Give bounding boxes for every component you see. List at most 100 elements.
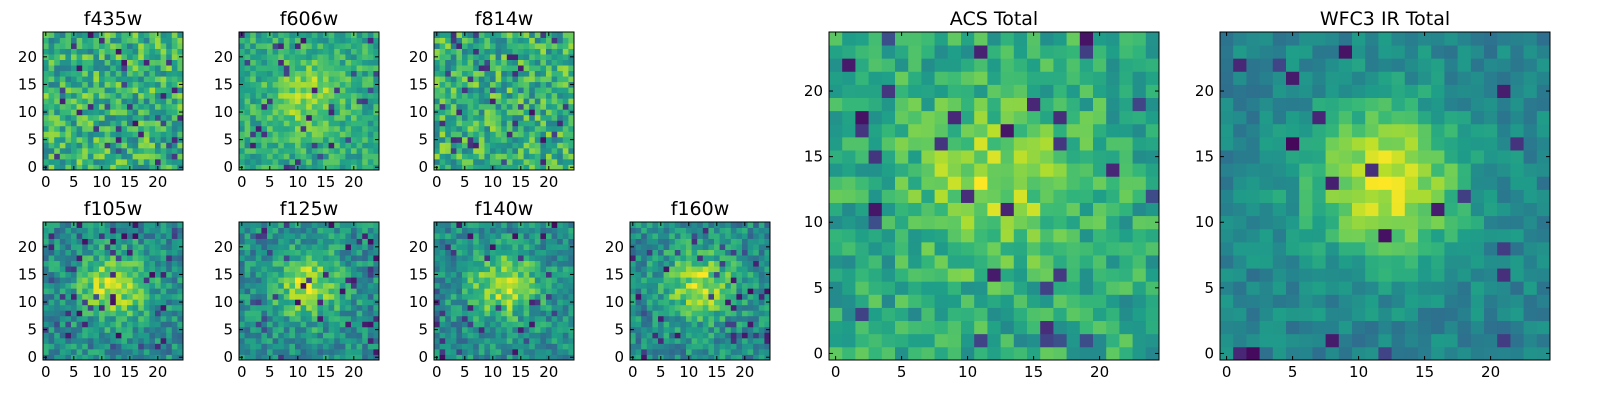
heatmap-cell: [149, 255, 156, 262]
heatmap-cell: [93, 288, 100, 295]
heatmap-cell: [462, 142, 468, 149]
heatmap-cell: [166, 125, 173, 132]
heatmap-cell: [663, 304, 670, 311]
heatmap-cell: [680, 249, 687, 256]
heatmap-cell: [244, 343, 251, 350]
heatmap-cell: [568, 48, 575, 55]
heatmap-cell: [450, 81, 457, 88]
heatmap-cell: [104, 32, 111, 38]
heatmap-cell: [512, 164, 519, 171]
heatmap-cell: [93, 332, 100, 339]
heatmap-cell: [272, 158, 279, 165]
heatmap-cell: [323, 304, 329, 311]
heatmap-cell: [747, 233, 754, 239]
heatmap-cell: [730, 255, 737, 262]
heatmap-cell: [65, 332, 72, 339]
heatmap-cell: [512, 70, 519, 77]
heatmap-cell: [48, 103, 55, 110]
heatmap-cell: [76, 125, 83, 132]
heatmap-cell: [484, 32, 491, 38]
heatmap-cell: [551, 326, 558, 333]
heatmap-cell: [289, 222, 296, 228]
heatmap-cell: [278, 164, 285, 171]
heatmap-cell: [43, 288, 49, 295]
heatmap-cell: [568, 233, 575, 239]
heatmap-cell: [71, 54, 77, 60]
heatmap-cell: [65, 304, 72, 311]
heatmap-cell: [323, 238, 329, 245]
heatmap-cell: [300, 249, 307, 256]
heatmap-cell: [495, 354, 502, 361]
heatmap-cell: [127, 65, 133, 72]
heatmap-cell: [166, 43, 173, 49]
heatmap-cell: [345, 321, 352, 328]
heatmap-cell: [71, 348, 77, 355]
heatmap-cell: [373, 227, 380, 234]
y-tick-label: 10: [18, 103, 37, 121]
x-tick-label: 10: [288, 173, 307, 191]
heatmap-cell: [160, 98, 167, 105]
heatmap-cell: [177, 277, 184, 284]
heatmap-cell: [974, 346, 988, 361]
heatmap-cell: [646, 288, 653, 295]
heatmap-cell: [48, 37, 55, 44]
heatmap-cell: [71, 332, 77, 339]
heatmap-cell: [523, 299, 530, 306]
heatmap-cell: [495, 147, 502, 154]
heatmap-cell: [974, 228, 988, 243]
heatmap-cell: [171, 266, 178, 273]
heatmap-cell: [334, 114, 341, 121]
heatmap-cell: [48, 158, 55, 165]
heatmap-cell: [450, 348, 457, 355]
heatmap-cell: [753, 299, 760, 306]
heatmap-cell: [921, 268, 935, 282]
heatmap-cell: [127, 321, 133, 328]
heatmap-cell: [261, 158, 268, 165]
heatmap-cell: [708, 343, 715, 350]
heatmap-cell: [328, 153, 335, 160]
heatmap-cell: [753, 277, 760, 284]
heatmap-cell: [680, 233, 687, 239]
heatmap-cell: [868, 255, 883, 269]
heatmap-cell: [373, 158, 380, 165]
heatmap-cell: [747, 337, 754, 344]
heatmap-cell: [501, 310, 508, 317]
heatmap-cell: [121, 337, 128, 344]
heatmap-cell: [697, 271, 704, 278]
heatmap-cell: [462, 271, 468, 278]
heatmap-cell: [82, 147, 89, 154]
heatmap-cell: [562, 343, 569, 350]
heatmap-cell: [501, 120, 508, 127]
heatmap-cell: [138, 282, 145, 289]
heatmap-cell: [334, 348, 341, 355]
heatmap-cell: [747, 238, 754, 245]
y-tick-label: 20: [409, 48, 428, 66]
heatmap-cell: [250, 136, 257, 143]
heatmap-cell: [59, 255, 66, 262]
heatmap-cell: [658, 293, 664, 300]
heatmap-cell: [478, 277, 485, 284]
heatmap-cell: [76, 293, 83, 300]
heatmap-cell: [467, 109, 474, 116]
heatmap-cell: [278, 222, 285, 228]
heatmap-cell: [132, 249, 139, 256]
heatmap-cell: [143, 54, 150, 60]
heatmap-cell: [283, 142, 290, 149]
heatmap-cell: [450, 59, 457, 66]
heatmap-cell: [166, 109, 173, 116]
heatmap-cell: [239, 238, 245, 245]
heatmap-cell: [54, 233, 61, 239]
heatmap-cell: [71, 76, 77, 83]
heatmap-cell: [334, 147, 341, 154]
heatmap-cell: [961, 176, 975, 190]
heatmap-cell: [267, 326, 273, 333]
heatmap-cell: [434, 98, 440, 105]
heatmap-cell: [239, 310, 245, 317]
heatmap-cell: [534, 310, 541, 317]
heatmap-cell: [250, 164, 257, 171]
heatmap-cell: [439, 233, 446, 239]
heatmap-cell: [351, 326, 357, 333]
heatmap-cell: [351, 76, 357, 83]
heatmap-cell: [255, 354, 262, 361]
heatmap-cell: [149, 43, 156, 49]
